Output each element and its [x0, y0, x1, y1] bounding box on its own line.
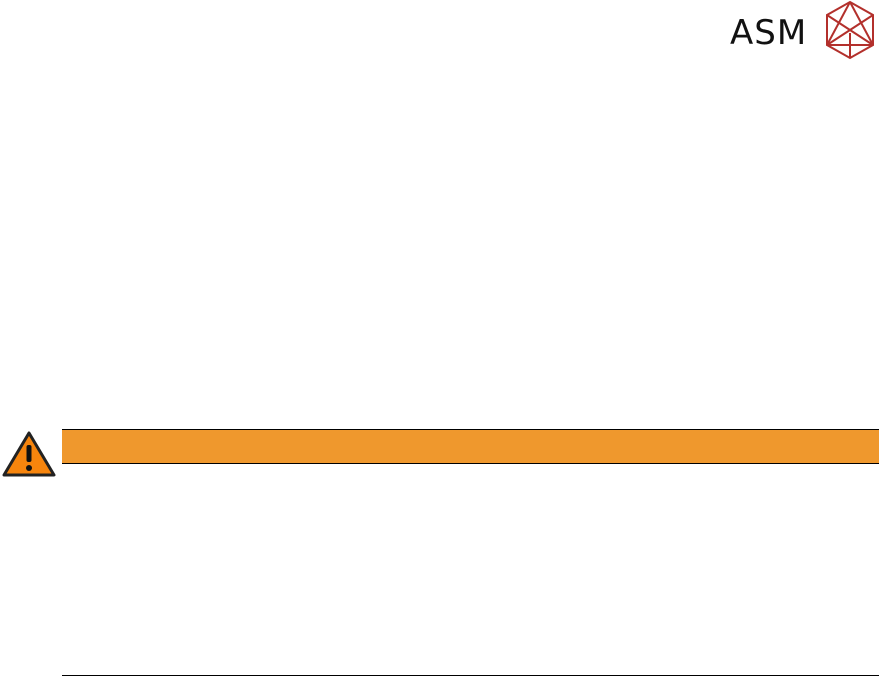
- warning-triangle-icon: [2, 431, 56, 477]
- divider: [62, 675, 879, 676]
- asm-logo-text: ASM: [730, 13, 808, 53]
- asm-logo-icon: [826, 0, 874, 60]
- warning-banner: [62, 429, 879, 464]
